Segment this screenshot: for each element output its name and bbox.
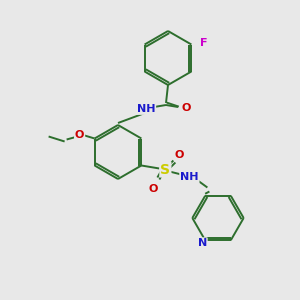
Text: F: F xyxy=(200,38,207,49)
Text: O: O xyxy=(149,184,158,194)
Text: N: N xyxy=(197,238,207,248)
Text: S: S xyxy=(160,163,170,176)
Text: O: O xyxy=(181,103,191,113)
Text: NH: NH xyxy=(137,104,155,114)
Text: O: O xyxy=(75,130,84,140)
Text: O: O xyxy=(175,149,184,160)
Text: NH: NH xyxy=(180,172,199,182)
